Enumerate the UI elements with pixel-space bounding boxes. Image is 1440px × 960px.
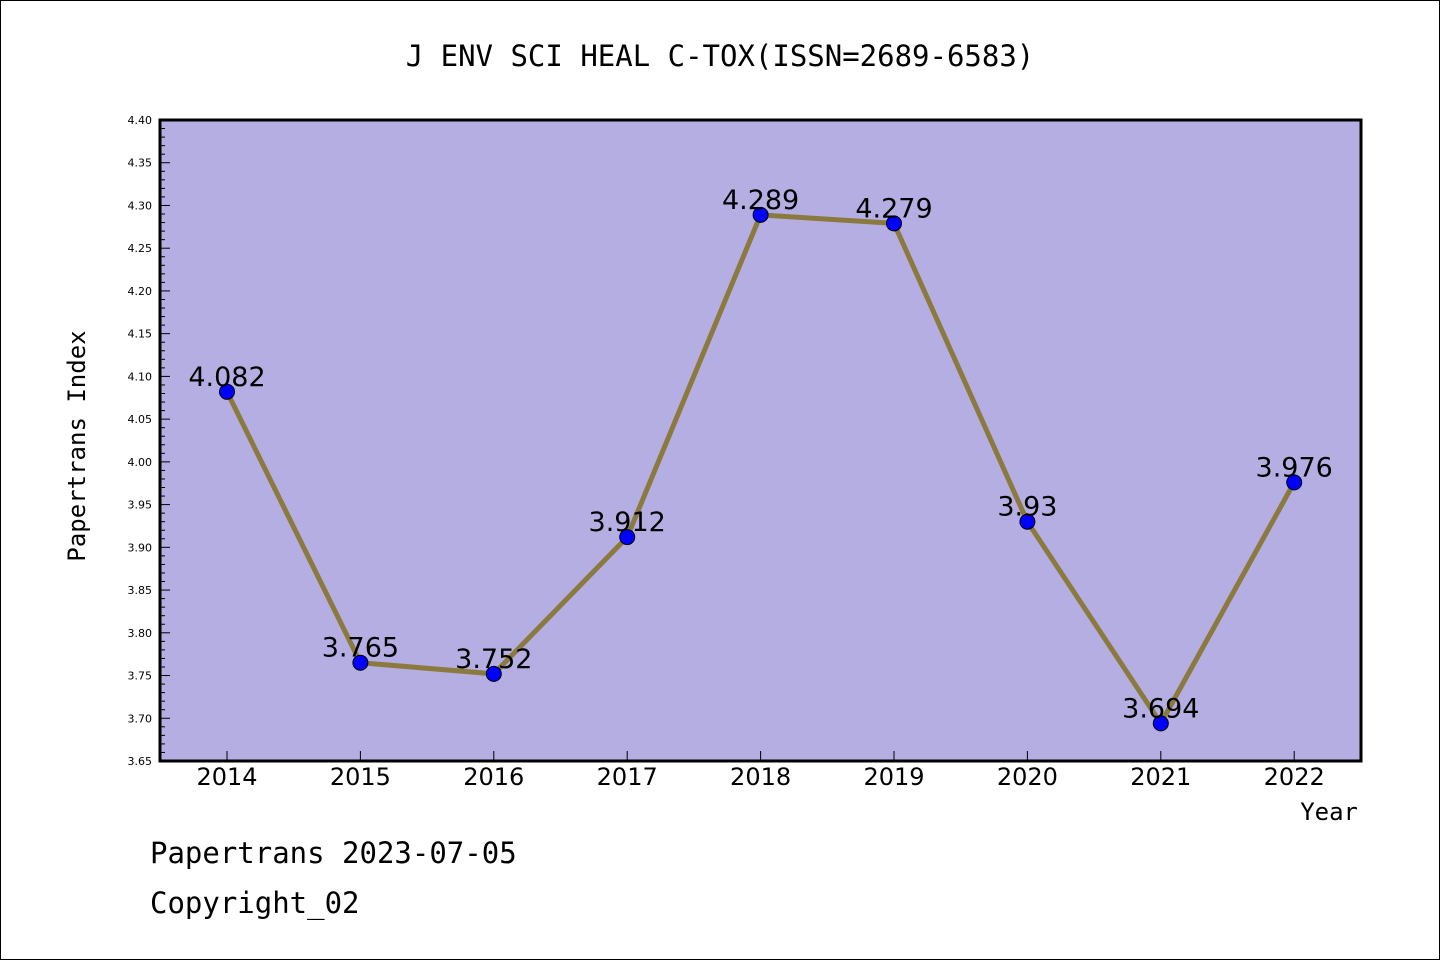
x-tick-label: 2021 (1130, 763, 1191, 791)
y-tick-label: 4.35 (128, 157, 153, 170)
data-labels: 4.082 3.765 3.752 3.912 4.289 4.279 3.93 3.694 3… (188, 185, 1332, 725)
data-point (1286, 474, 1303, 491)
y-tick-label: 4.15 (128, 328, 153, 341)
y-tick-label: 4.05 (128, 413, 153, 426)
data-point (485, 665, 502, 682)
x-tick-label: 2020 (997, 763, 1058, 791)
x-axis: 2014 2015 2016 2017 2018 2019 2020 2021 2022 (196, 751, 1325, 791)
data-label: 3.752 (455, 644, 532, 675)
y-tick-label: 3.80 (128, 627, 153, 640)
data-point (352, 654, 369, 671)
y-tick-label: 3.85 (128, 584, 153, 597)
y-tick-label: 3.95 (128, 499, 153, 512)
data-point (752, 206, 769, 223)
data-point (1019, 513, 1036, 530)
y-tick-label: 3.65 (128, 755, 153, 768)
y-tick-label: 4.00 (128, 456, 153, 469)
data-label: 3.912 (589, 507, 666, 538)
footer-copyright: Copyright_02 (150, 886, 360, 920)
data-label: 3.765 (322, 633, 399, 664)
data-point (219, 383, 235, 400)
y-tick-label: 4.40 (128, 114, 153, 127)
x-tick-label: 2022 (1264, 763, 1325, 791)
chart-title: J ENV SCI HEAL C-TOX(ISSN=2689-6583) (406, 39, 1035, 73)
x-tick-label: 2018 (730, 763, 791, 791)
y-tick-label: 3.90 (128, 541, 153, 554)
x-tick-label: 2014 (196, 763, 257, 791)
x-tick-label: 2017 (597, 763, 658, 791)
y-tick-label: 4.10 (128, 370, 153, 383)
x-tick-label: 2016 (463, 763, 524, 791)
data-label: 3.694 (1122, 693, 1199, 724)
y-tick-label: 4.20 (128, 285, 153, 298)
y-tick-label: 3.75 (128, 670, 153, 683)
y-tick-label: 4.25 (128, 242, 153, 255)
data-point (886, 215, 902, 232)
data-label: 4.279 (855, 193, 932, 224)
series-line (219, 206, 1303, 732)
data-point (1152, 715, 1169, 732)
footer-date: Papertrans 2023-07-05 (150, 836, 517, 870)
data-point (619, 529, 636, 546)
data-label: 3.976 (1256, 452, 1333, 483)
y-axis-label: Papertrans Index (63, 330, 91, 561)
data-label: 4.289 (722, 185, 799, 216)
x-tick-label: 2015 (330, 763, 391, 791)
y-axis: 3.65 3.70 3.75 3.80 3.85 3.90 3.95 4.00 4.05 4.10… (128, 114, 170, 768)
y-tick-label: 3.70 (128, 712, 153, 725)
y-tick-label: 4.30 (128, 199, 153, 212)
x-tick-label: 2019 (863, 763, 924, 791)
x-axis-label: Year (1300, 798, 1358, 826)
data-label: 4.082 (188, 362, 265, 393)
plot-area (158, 118, 1363, 763)
data-label: 3.93 (997, 492, 1057, 523)
